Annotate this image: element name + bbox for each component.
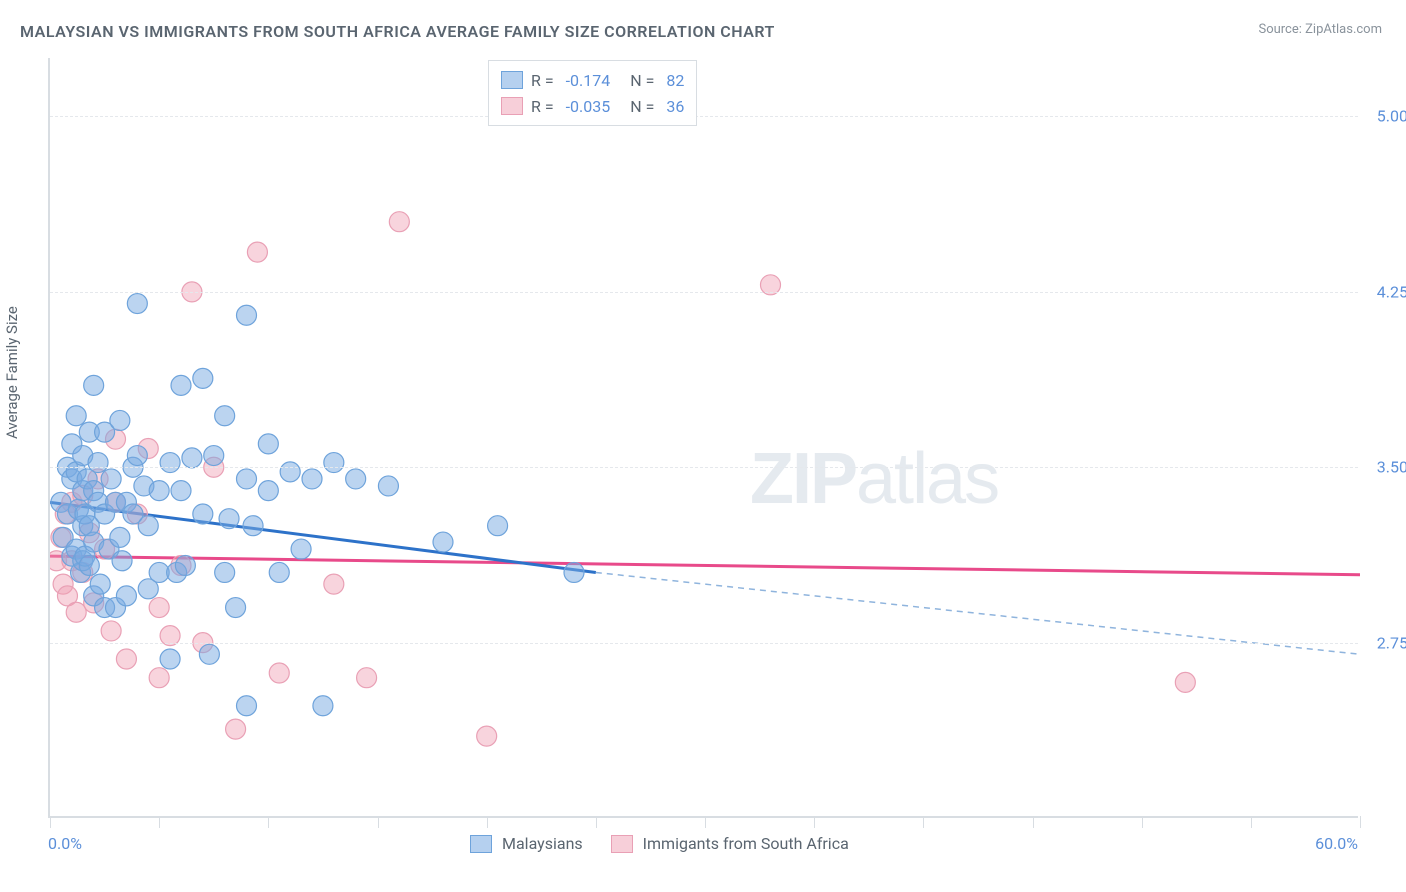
source-citation: Source: ZipAtlas.com <box>1258 22 1382 37</box>
y-tick-label: 5.00 <box>1377 107 1406 126</box>
x-tick <box>1251 816 1252 828</box>
x-tick <box>705 816 706 828</box>
x-tick <box>1033 816 1034 828</box>
swatch-blue-icon <box>501 71 523 89</box>
y-axis-label: Average Family Size <box>3 306 21 439</box>
series-legend: Malaysians Immigants from South Africa <box>470 834 849 853</box>
legend-blue-n: 82 <box>666 71 684 90</box>
y-tick-label: 2.75 <box>1377 633 1406 652</box>
correlation-legend: R = -0.174 N = 82 R = -0.035 N = 36 <box>488 60 697 126</box>
legend-n-label: N = <box>630 71 654 90</box>
legend-r-label: R = <box>531 97 554 116</box>
x-tick <box>1360 816 1361 828</box>
x-tick <box>50 816 51 828</box>
swatch-pink-icon <box>611 835 633 853</box>
x-tick <box>159 816 160 828</box>
gridline <box>50 292 1358 293</box>
gridline <box>50 467 1358 468</box>
x-tick <box>814 816 815 828</box>
legend-row-pink: R = -0.035 N = 36 <box>501 93 684 119</box>
x-axis-max-label: 60.0% <box>1315 834 1358 853</box>
legend-series2-label: Immigants from South Africa <box>643 834 849 853</box>
legend-pink-r: -0.035 <box>566 97 611 116</box>
x-tick <box>1142 816 1143 828</box>
chart-plot-area: ZIPatlas 5.004.253.502.75 <box>48 58 1358 818</box>
swatch-blue-icon <box>470 835 492 853</box>
y-tick-label: 3.50 <box>1377 458 1406 477</box>
x-tick <box>923 816 924 828</box>
chart-title: MALAYSIAN VS IMMIGRANTS FROM SOUTH AFRIC… <box>20 22 775 41</box>
x-axis-min-label: 0.0% <box>48 834 82 853</box>
swatch-pink-icon <box>501 97 523 115</box>
gridline <box>50 643 1358 644</box>
x-tick <box>378 816 379 828</box>
legend-r-label: R = <box>531 71 554 90</box>
legend-pink-n: 36 <box>666 97 684 116</box>
gridline <box>50 116 1358 117</box>
scatter-svg <box>50 58 1360 818</box>
x-tick <box>596 816 597 828</box>
legend-series1-label: Malaysians <box>502 834 583 853</box>
x-tick <box>268 816 269 828</box>
legend-row-blue: R = -0.174 N = 82 <box>501 67 684 93</box>
legend-n-label: N = <box>630 97 654 116</box>
x-tick <box>487 816 488 828</box>
y-tick-label: 4.25 <box>1377 282 1406 301</box>
legend-blue-r: -0.174 <box>566 71 611 90</box>
